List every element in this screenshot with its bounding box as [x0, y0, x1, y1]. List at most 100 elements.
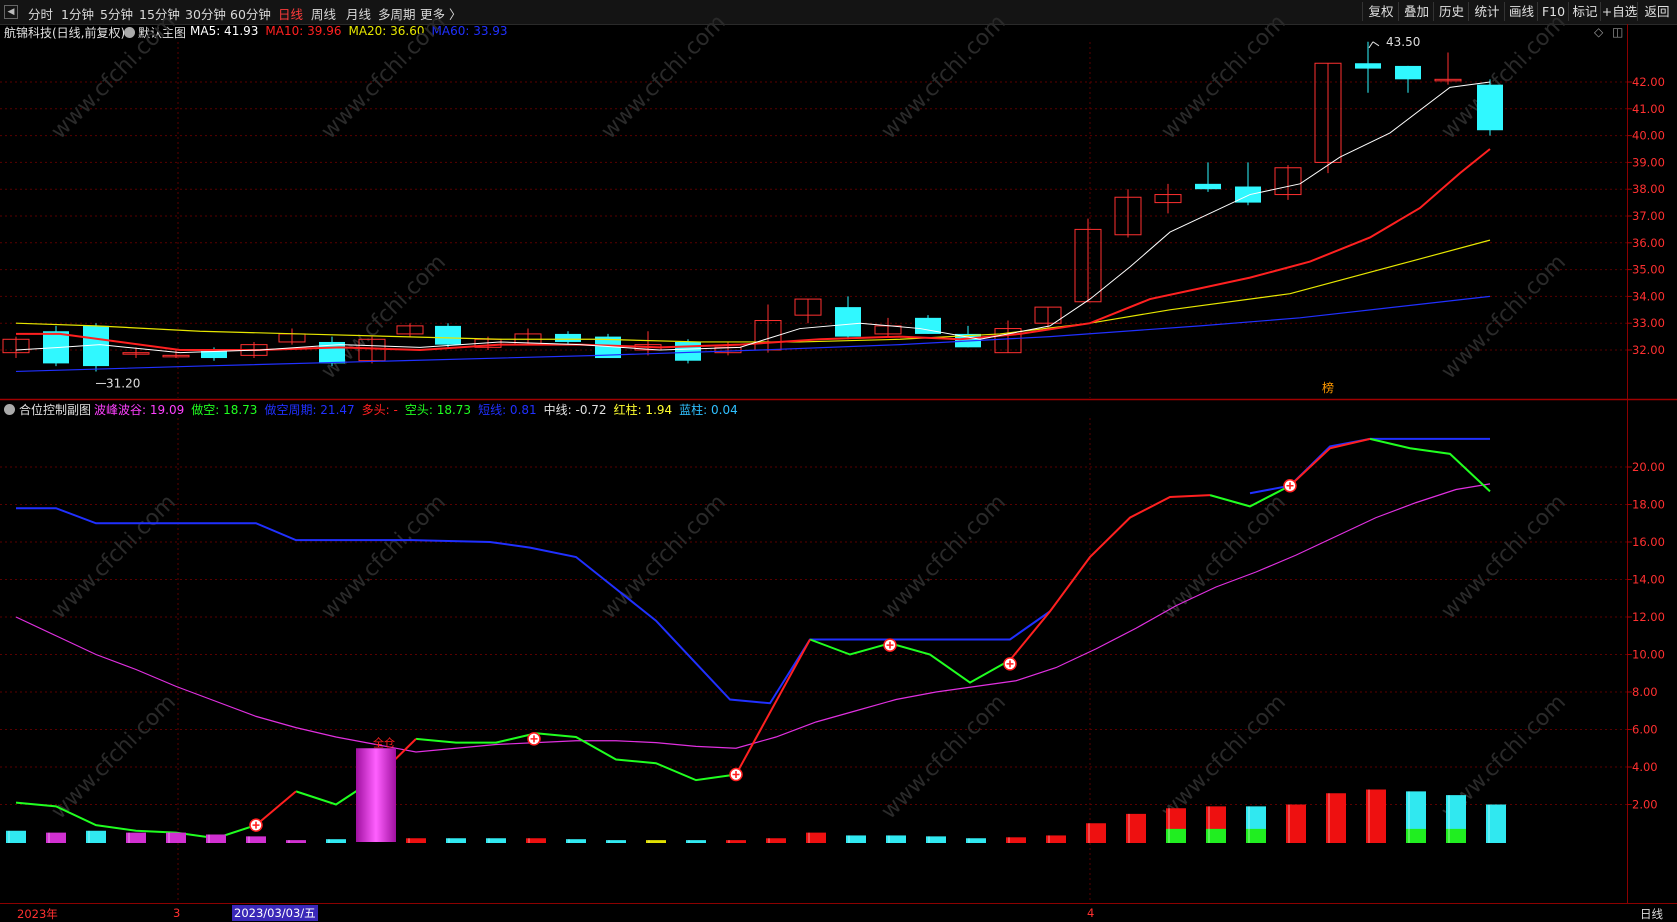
short-line	[1369, 437, 1491, 493]
histogram-bar-green	[1406, 828, 1426, 843]
candle-body	[358, 338, 386, 362]
period-tab-10[interactable]: 更多 〉	[420, 7, 462, 22]
histogram-bar	[806, 832, 826, 843]
sub-value-5: 短线: 0.81	[478, 403, 537, 417]
period-tab-7[interactable]: 周线	[311, 7, 337, 22]
toolbar-button-1[interactable]: 叠加	[1398, 2, 1434, 21]
histogram-bar-green	[1446, 828, 1466, 843]
toolbar-button-3[interactable]: 统计	[1468, 2, 1505, 21]
period-toolbar: ◀ 分时 1分钟 5分钟 15分钟 30分钟 60分钟 日线 周线 月线 多周期 更多 〉 复权 叠加…	[0, 0, 1677, 25]
buy-signal-icon-cross	[530, 735, 538, 743]
candle-body	[595, 336, 621, 359]
watermark-text: www.cfchi.com	[1437, 690, 1571, 824]
settings-icon[interactable]	[124, 27, 135, 38]
histogram-bar	[566, 839, 586, 843]
toolbar-button-8[interactable]: 返回	[1637, 2, 1676, 21]
main-tick-label: 42.00	[1632, 75, 1665, 89]
short-line	[809, 638, 1011, 684]
candle-body	[43, 331, 69, 364]
histogram-bar	[846, 835, 866, 843]
sub-tick-label: 16.00	[1632, 535, 1665, 549]
histogram-bar-green	[1246, 828, 1266, 843]
toolbar-button-5[interactable]: F10	[1537, 2, 1569, 21]
histogram-bar	[1326, 793, 1346, 843]
diamond-icon[interactable]: ◇	[1594, 25, 1604, 39]
toolbar-button-4[interactable]: 画线	[1504, 2, 1538, 21]
histogram-bar	[86, 830, 106, 843]
short-line	[295, 777, 377, 806]
watermark-text: www.cfchi.com	[47, 690, 181, 824]
long-line	[255, 790, 297, 826]
histogram-bar	[886, 835, 906, 843]
sub-tick-label: 12.00	[1632, 610, 1665, 624]
ma-value-0: MA5: 41.93	[190, 24, 259, 38]
ma-value-1: MA10: 39.96	[265, 24, 342, 38]
toolbar-button-6[interactable]: 标记	[1568, 2, 1601, 21]
watermark-text: www.cfchi.com	[877, 490, 1011, 624]
histogram-bar	[1486, 804, 1506, 843]
candle-body	[240, 344, 268, 356]
candle-body	[435, 325, 461, 345]
candle-body	[1477, 84, 1503, 131]
sub-tick-label: 20.00	[1632, 460, 1665, 474]
full-position-bar	[356, 748, 396, 842]
period-tab-2[interactable]: 5分钟	[100, 7, 133, 22]
candle-body	[1074, 228, 1102, 303]
candle-body	[122, 352, 150, 355]
toolbar-button-7[interactable]: +自选	[1600, 2, 1638, 21]
main-tick-label: 38.00	[1632, 182, 1665, 196]
main-tick-label: 37.00	[1632, 209, 1665, 223]
ma5-line	[15, 81, 1491, 354]
period-tab-5[interactable]: 60分钟	[230, 7, 271, 22]
histogram-bar	[286, 840, 306, 843]
sub-tick-label: 8.00	[1632, 685, 1658, 699]
low-label: 31.20	[106, 376, 140, 390]
main-indicator-name[interactable]: 默认主图	[138, 26, 187, 40]
candle-body	[201, 350, 227, 359]
watermark-text: www.cfchi.com	[877, 690, 1011, 824]
sub-tick-label: 10.00	[1632, 648, 1665, 662]
buy-signal-icon	[729, 767, 743, 782]
period-tab-6[interactable]: 日线	[278, 7, 304, 22]
period-tab-1[interactable]: 1分钟	[61, 7, 94, 22]
sub-tick-label: 6.00	[1632, 723, 1658, 737]
collapse-icon[interactable]: ◀	[4, 5, 18, 19]
period-tab-8[interactable]: 月线	[346, 7, 372, 22]
watermark-text: www.cfchi.com	[597, 490, 731, 624]
candle-body	[1235, 186, 1261, 203]
histogram-bar	[1406, 791, 1426, 843]
histogram-bar	[726, 840, 746, 843]
toolbar-button-2[interactable]: 历史	[1433, 2, 1469, 21]
period-tab-0[interactable]: 分时	[28, 7, 54, 22]
candle-body	[1434, 78, 1462, 82]
long-line	[1009, 494, 1211, 661]
price-axis-divider	[1627, 24, 1628, 921]
sub-indicator-name[interactable]: 合位控制副图	[19, 403, 92, 417]
sub-settings-icon[interactable]	[4, 404, 15, 415]
histogram-bar	[526, 838, 546, 843]
buy-signal-icon	[249, 818, 263, 832]
period-tab-4[interactable]: 30分钟	[185, 7, 226, 22]
candle-body	[1274, 167, 1302, 196]
period-tab-3[interactable]: 15分钟	[139, 7, 180, 22]
period-tab-9[interactable]: 多周期	[378, 7, 416, 22]
histogram-bar	[326, 839, 346, 843]
watermark-text: www.cfchi.com	[1437, 250, 1571, 384]
histogram-bar	[1126, 813, 1146, 843]
histogram-bar	[646, 840, 666, 843]
histogram-bar	[966, 838, 986, 843]
histogram-bar	[206, 834, 226, 843]
candle-body	[955, 333, 981, 348]
peak-trough-line	[15, 483, 1491, 753]
histogram-bar	[926, 836, 946, 843]
histogram-bar	[486, 838, 506, 843]
main-tick-label: 33.00	[1632, 316, 1665, 330]
histogram-bar	[166, 832, 186, 843]
short-period-line-2	[1249, 437, 1490, 495]
toolbar-button-0[interactable]: 复权	[1362, 2, 1399, 21]
candle-body	[1395, 65, 1421, 80]
window-icon[interactable]: ◫	[1612, 25, 1624, 39]
watermark-text: www.cfchi.com	[877, 10, 1011, 144]
histogram-bar	[126, 832, 146, 843]
